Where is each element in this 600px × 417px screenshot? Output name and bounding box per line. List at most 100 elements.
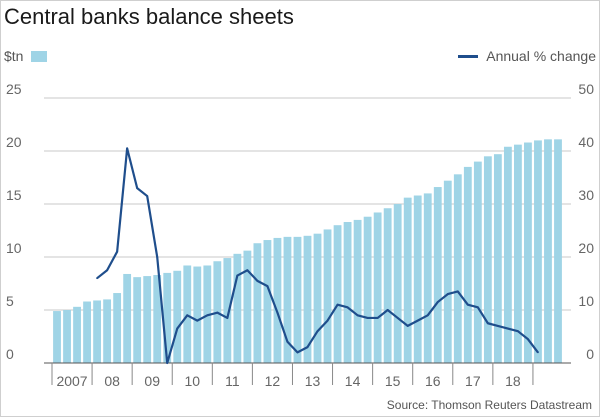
bar xyxy=(544,139,552,363)
bar xyxy=(173,270,182,363)
bar xyxy=(453,174,462,363)
bar xyxy=(443,180,452,363)
legend-line-swatch xyxy=(458,54,479,58)
bar xyxy=(103,299,112,363)
legend-line-label: Annual % change xyxy=(486,48,596,64)
line-point xyxy=(416,319,419,322)
x-tick-label: 2007 xyxy=(56,373,87,389)
bar xyxy=(473,161,482,363)
y-left-tick-label: 15 xyxy=(6,187,22,203)
bar xyxy=(113,293,122,363)
bar xyxy=(403,197,412,363)
bar xyxy=(433,187,442,363)
line-point xyxy=(226,317,229,319)
x-tick-label: 18 xyxy=(505,373,521,389)
x-tick-label: 12 xyxy=(265,373,281,389)
bar xyxy=(273,237,282,363)
bar xyxy=(133,277,142,363)
line-point xyxy=(286,340,289,343)
line-point xyxy=(246,269,249,272)
x-tick-label: 15 xyxy=(385,373,401,389)
line-point xyxy=(376,317,379,319)
source-note: Source: Thomson Reuters Datastream xyxy=(386,398,592,412)
line-point xyxy=(106,269,109,272)
chart-title: Central banks balance sheets xyxy=(4,4,294,29)
x-tick-label: 13 xyxy=(305,373,321,389)
bar xyxy=(93,300,101,363)
line-point xyxy=(156,256,159,258)
legend-unit-label: $tn xyxy=(4,48,24,64)
bar xyxy=(263,240,272,363)
line-point xyxy=(166,362,169,364)
line-point xyxy=(116,250,119,253)
line-point xyxy=(136,187,139,190)
bar xyxy=(223,258,232,363)
line-point xyxy=(466,303,469,306)
x-tick-label: 09 xyxy=(144,373,160,389)
y-right-tick-label: 0 xyxy=(586,346,594,362)
line-point xyxy=(496,325,499,327)
legend-bar-swatch xyxy=(31,50,48,62)
bar xyxy=(423,193,432,363)
bar xyxy=(383,208,392,363)
y-right-tick-label: 40 xyxy=(578,134,594,150)
line-point xyxy=(276,311,279,314)
bar xyxy=(524,142,532,363)
line-point xyxy=(306,346,309,348)
y-right-tick-label: 30 xyxy=(578,187,594,203)
bar xyxy=(73,306,81,363)
bar xyxy=(463,166,472,363)
bar xyxy=(163,272,172,363)
bar xyxy=(313,233,322,363)
bar xyxy=(363,216,372,363)
y-right-tick-label: 20 xyxy=(578,240,594,256)
line-point xyxy=(216,311,219,314)
line-point xyxy=(326,319,329,322)
line-point xyxy=(186,314,189,317)
bar xyxy=(193,266,202,363)
bar xyxy=(303,235,312,363)
line-point xyxy=(527,338,529,341)
bar xyxy=(554,139,562,363)
y-left-tick-label: 25 xyxy=(6,81,22,97)
line-point xyxy=(176,327,179,330)
line-point xyxy=(96,277,98,280)
bar xyxy=(503,146,512,363)
line-point xyxy=(476,306,479,309)
y-right-tick-label: 50 xyxy=(578,81,594,97)
bar xyxy=(493,154,502,363)
line-point xyxy=(256,279,259,282)
line-point xyxy=(366,317,369,319)
bar xyxy=(283,236,292,363)
bar xyxy=(393,204,402,363)
bar xyxy=(63,310,71,363)
x-tick-label: 17 xyxy=(465,373,481,389)
bar xyxy=(413,195,422,363)
bar xyxy=(514,144,522,363)
line-point xyxy=(426,314,429,317)
y-left-tick-label: 0 xyxy=(6,346,14,362)
bar xyxy=(53,311,61,363)
x-tick-label: 16 xyxy=(425,373,441,389)
bar xyxy=(293,236,302,363)
line-point xyxy=(517,330,519,333)
line-point xyxy=(146,195,149,197)
bar xyxy=(323,229,332,363)
bar xyxy=(534,140,542,363)
bar xyxy=(373,212,382,363)
y-right-tick-label: 10 xyxy=(578,293,594,309)
bar xyxy=(83,301,91,363)
line-point xyxy=(446,293,449,295)
legend-bars: $tn xyxy=(4,48,48,64)
bar xyxy=(243,250,252,363)
bar xyxy=(153,275,162,363)
line-point xyxy=(406,325,409,327)
x-tick-label: 11 xyxy=(225,373,240,389)
y-left-tick-label: 5 xyxy=(6,293,14,309)
bar xyxy=(253,243,262,363)
bar xyxy=(353,219,362,363)
y-left-tick-label: 10 xyxy=(6,240,22,256)
line-point xyxy=(316,330,319,333)
bar xyxy=(233,253,242,363)
